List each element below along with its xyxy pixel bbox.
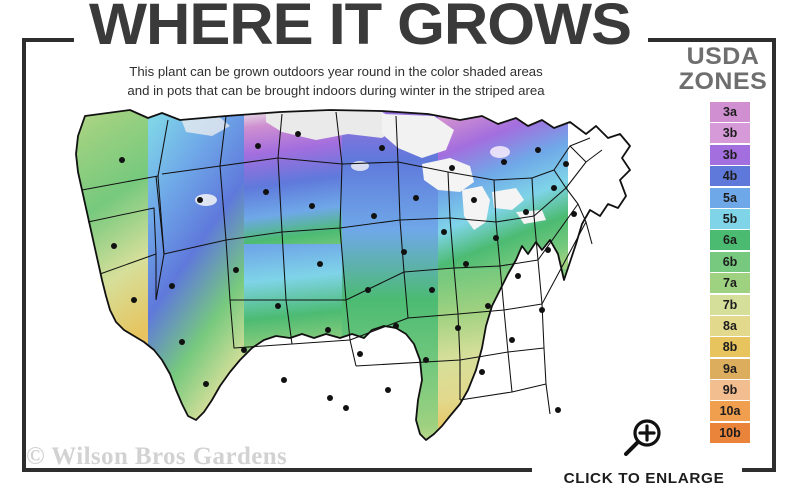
lake-michigan xyxy=(462,186,490,230)
subtitle-line-2: and in pots that can be brought indoors … xyxy=(127,83,545,98)
subtitle: This plant can be grown outdoors year ro… xyxy=(46,62,626,100)
legend-swatch-5b-5: 5b xyxy=(710,208,750,229)
magnifier-glyph xyxy=(624,419,661,456)
map-zone-fills xyxy=(76,110,630,440)
national-outline xyxy=(75,109,631,441)
legend-swatch-3b-1: 3b xyxy=(710,123,750,144)
map-graphic xyxy=(75,109,631,441)
legend-heading-line-1: USDA xyxy=(686,43,760,70)
page-title: WHERE IT GROWS xyxy=(89,0,632,57)
frame-border-bottom-left xyxy=(22,468,532,472)
legend-swatch-10b-15: 10b xyxy=(710,422,750,443)
legend-swatch-10a-14: 10a xyxy=(710,401,750,422)
legend-swatch-6a-6: 6a xyxy=(710,230,750,251)
click-to-enlarge-label[interactable]: CLICK TO ENLARGE xyxy=(563,470,725,487)
mountain-cold-pocket-ne xyxy=(490,146,510,158)
legend-swatch-7a-8: 7a xyxy=(710,273,750,294)
usda-zone-legend: 3a 3b 3b 4b 5a 5b 6a 6b 7a 7b 8a 8b 9a 9b 10a 10b xyxy=(710,102,750,444)
subtitle-line-1: This plant can be grown outdoors year ro… xyxy=(129,64,543,79)
frame-border-bottom-right xyxy=(742,468,776,472)
legend-swatch-9b-13: 9b xyxy=(710,380,750,401)
legend-swatch-3a-0: 3a xyxy=(710,102,750,122)
unshaded-cold-region-minnesota xyxy=(382,114,454,158)
magnifier-plus-icon[interactable] xyxy=(618,417,666,461)
frame-border-top-right xyxy=(648,38,776,42)
legend-swatch-9a-12: 9a xyxy=(710,358,750,379)
frame-border-left xyxy=(22,38,26,472)
legend-swatch-7b-9: 7b xyxy=(710,294,750,315)
state-boundaries xyxy=(81,111,603,415)
watermark: © Wilson Bros Gardens xyxy=(26,443,288,470)
legend-swatch-3b-2: 3b xyxy=(710,144,750,165)
legend-heading: USDA ZONES xyxy=(666,44,780,94)
lake-huron xyxy=(492,188,524,210)
mountain-cold-pocket-b xyxy=(351,161,369,171)
city-markers xyxy=(111,131,577,413)
frame-border-right xyxy=(772,38,776,472)
mountain-cold-pocket-a xyxy=(195,194,217,206)
legend-swatch-6b-7: 6b xyxy=(710,251,750,272)
legend-heading-line-2: ZONES xyxy=(678,68,768,95)
unshaded-warm-region-south-florida xyxy=(548,418,568,440)
legend-swatch-5a-4: 5a xyxy=(710,187,750,208)
frame-border-top-left xyxy=(22,38,74,42)
legend-swatch-4b-3: 4b xyxy=(710,166,750,187)
legend-swatch-8b-11: 8b xyxy=(710,337,750,358)
legend-swatch-8a-10: 8a xyxy=(710,315,750,336)
usda-hardiness-zone-map[interactable] xyxy=(30,104,670,454)
